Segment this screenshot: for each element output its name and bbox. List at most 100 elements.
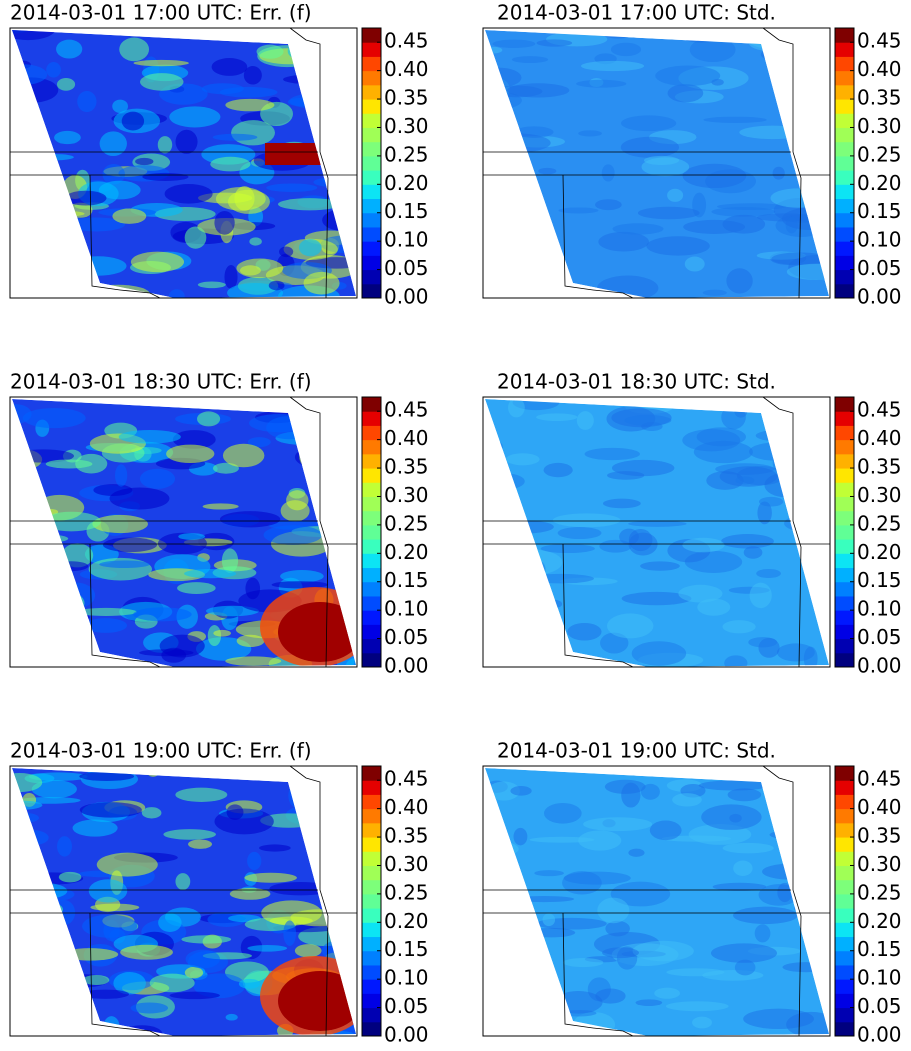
field-patch (735, 476, 755, 485)
colorbar-tick-label: 0.30 (384, 852, 429, 876)
field-patch (157, 136, 173, 154)
colorbar-band (362, 553, 381, 569)
map-field (485, 30, 829, 298)
field-patch (256, 44, 284, 59)
colorbar-band (362, 226, 381, 242)
colorbar-band (835, 837, 854, 852)
colorbar-tick-label: 0.05 (857, 625, 902, 649)
field-patch (746, 30, 809, 50)
hot-spot (265, 143, 356, 165)
field-patch (210, 156, 251, 172)
field-patch (225, 98, 275, 112)
colorbar-tick-label: 0.30 (857, 483, 902, 507)
field-patch (748, 637, 778, 648)
field-patch (185, 949, 220, 969)
colorbar-band (835, 652, 854, 668)
colorbar-band (362, 865, 381, 881)
field-patch (38, 660, 88, 667)
colorbar-band (362, 979, 381, 994)
field-patch (726, 268, 753, 294)
field-patch (75, 607, 137, 616)
boundary (289, 396, 329, 668)
colorbar-tick-label: 0.40 (857, 426, 902, 450)
field-patch (141, 807, 162, 819)
field-patch (82, 914, 138, 938)
colorbar-tick-label: 0.00 (857, 654, 902, 678)
colorbar-band (362, 397, 381, 412)
colorbar-band (362, 170, 381, 185)
field-patch (749, 442, 807, 461)
colorbar-band (362, 99, 381, 114)
colorbar-band (362, 879, 381, 895)
field-patch (133, 59, 189, 67)
field-patch (722, 620, 756, 634)
field-patch (278, 198, 341, 211)
field-patch (485, 555, 512, 575)
field-patch (584, 447, 640, 461)
field-patch (224, 264, 238, 289)
field-patch (12, 552, 33, 564)
colorbar-tick-label: 0.10 (857, 966, 902, 990)
field-patch (130, 1002, 169, 1014)
colorbar-tick-label: 0.00 (857, 285, 902, 309)
field-patch (212, 462, 239, 474)
boundary (762, 27, 802, 299)
colorbar-band (362, 127, 381, 143)
colorbar-band (835, 99, 854, 114)
colorbar-band (362, 113, 381, 128)
field-patch (247, 437, 271, 448)
field-patch (145, 768, 161, 777)
colorbar-band (362, 28, 381, 43)
colorbar-band (835, 84, 854, 100)
field-patch (142, 172, 189, 181)
field-patch (523, 559, 546, 580)
field-patch (485, 841, 519, 857)
field-patch (166, 444, 215, 464)
field-patch (326, 868, 344, 877)
field-patch (502, 549, 563, 576)
field-patch (177, 582, 216, 594)
colorbar-band (835, 595, 854, 611)
field-patch (733, 860, 753, 877)
field-patch (164, 183, 213, 204)
panel-title: 2014-03-01 18:30 UTC: Std. (497, 370, 776, 394)
colorbar-band (835, 524, 854, 540)
field-patch (69, 256, 127, 276)
field-patch (612, 223, 664, 235)
colorbar-band (835, 113, 854, 128)
field-patch (610, 42, 642, 57)
field-patch (605, 920, 630, 937)
field-patch (288, 782, 308, 809)
field-patch (776, 643, 815, 662)
colorbar-band (362, 70, 381, 86)
field-patch (321, 160, 341, 171)
field-patch (578, 130, 602, 137)
field-patch (710, 943, 777, 963)
field-patch (181, 935, 232, 944)
field-patch (597, 897, 630, 924)
field-patch (135, 157, 154, 166)
colorbar-band (835, 212, 854, 228)
field-patch (163, 829, 216, 840)
field-patch (486, 199, 503, 216)
field-patch (490, 473, 525, 489)
colorbar-band (362, 524, 381, 540)
field-patch (57, 836, 72, 857)
field-patch (540, 544, 595, 554)
field-patch (54, 612, 90, 623)
field-patch (172, 430, 216, 449)
field-patch (640, 561, 680, 571)
boundary (89, 912, 121, 1029)
field-patch (684, 256, 705, 272)
field-patch (54, 130, 81, 145)
colorbar-band (362, 808, 381, 824)
field-patch (244, 872, 297, 883)
colorbar-band (835, 56, 854, 72)
colorbar-band (362, 766, 381, 781)
colorbar-tick-label: 0.05 (384, 256, 429, 280)
field-patch (296, 423, 334, 447)
colorbar-band (835, 255, 854, 271)
colorbar-band (835, 851, 854, 866)
field-patch (139, 73, 184, 91)
colorbar-band (835, 411, 854, 426)
